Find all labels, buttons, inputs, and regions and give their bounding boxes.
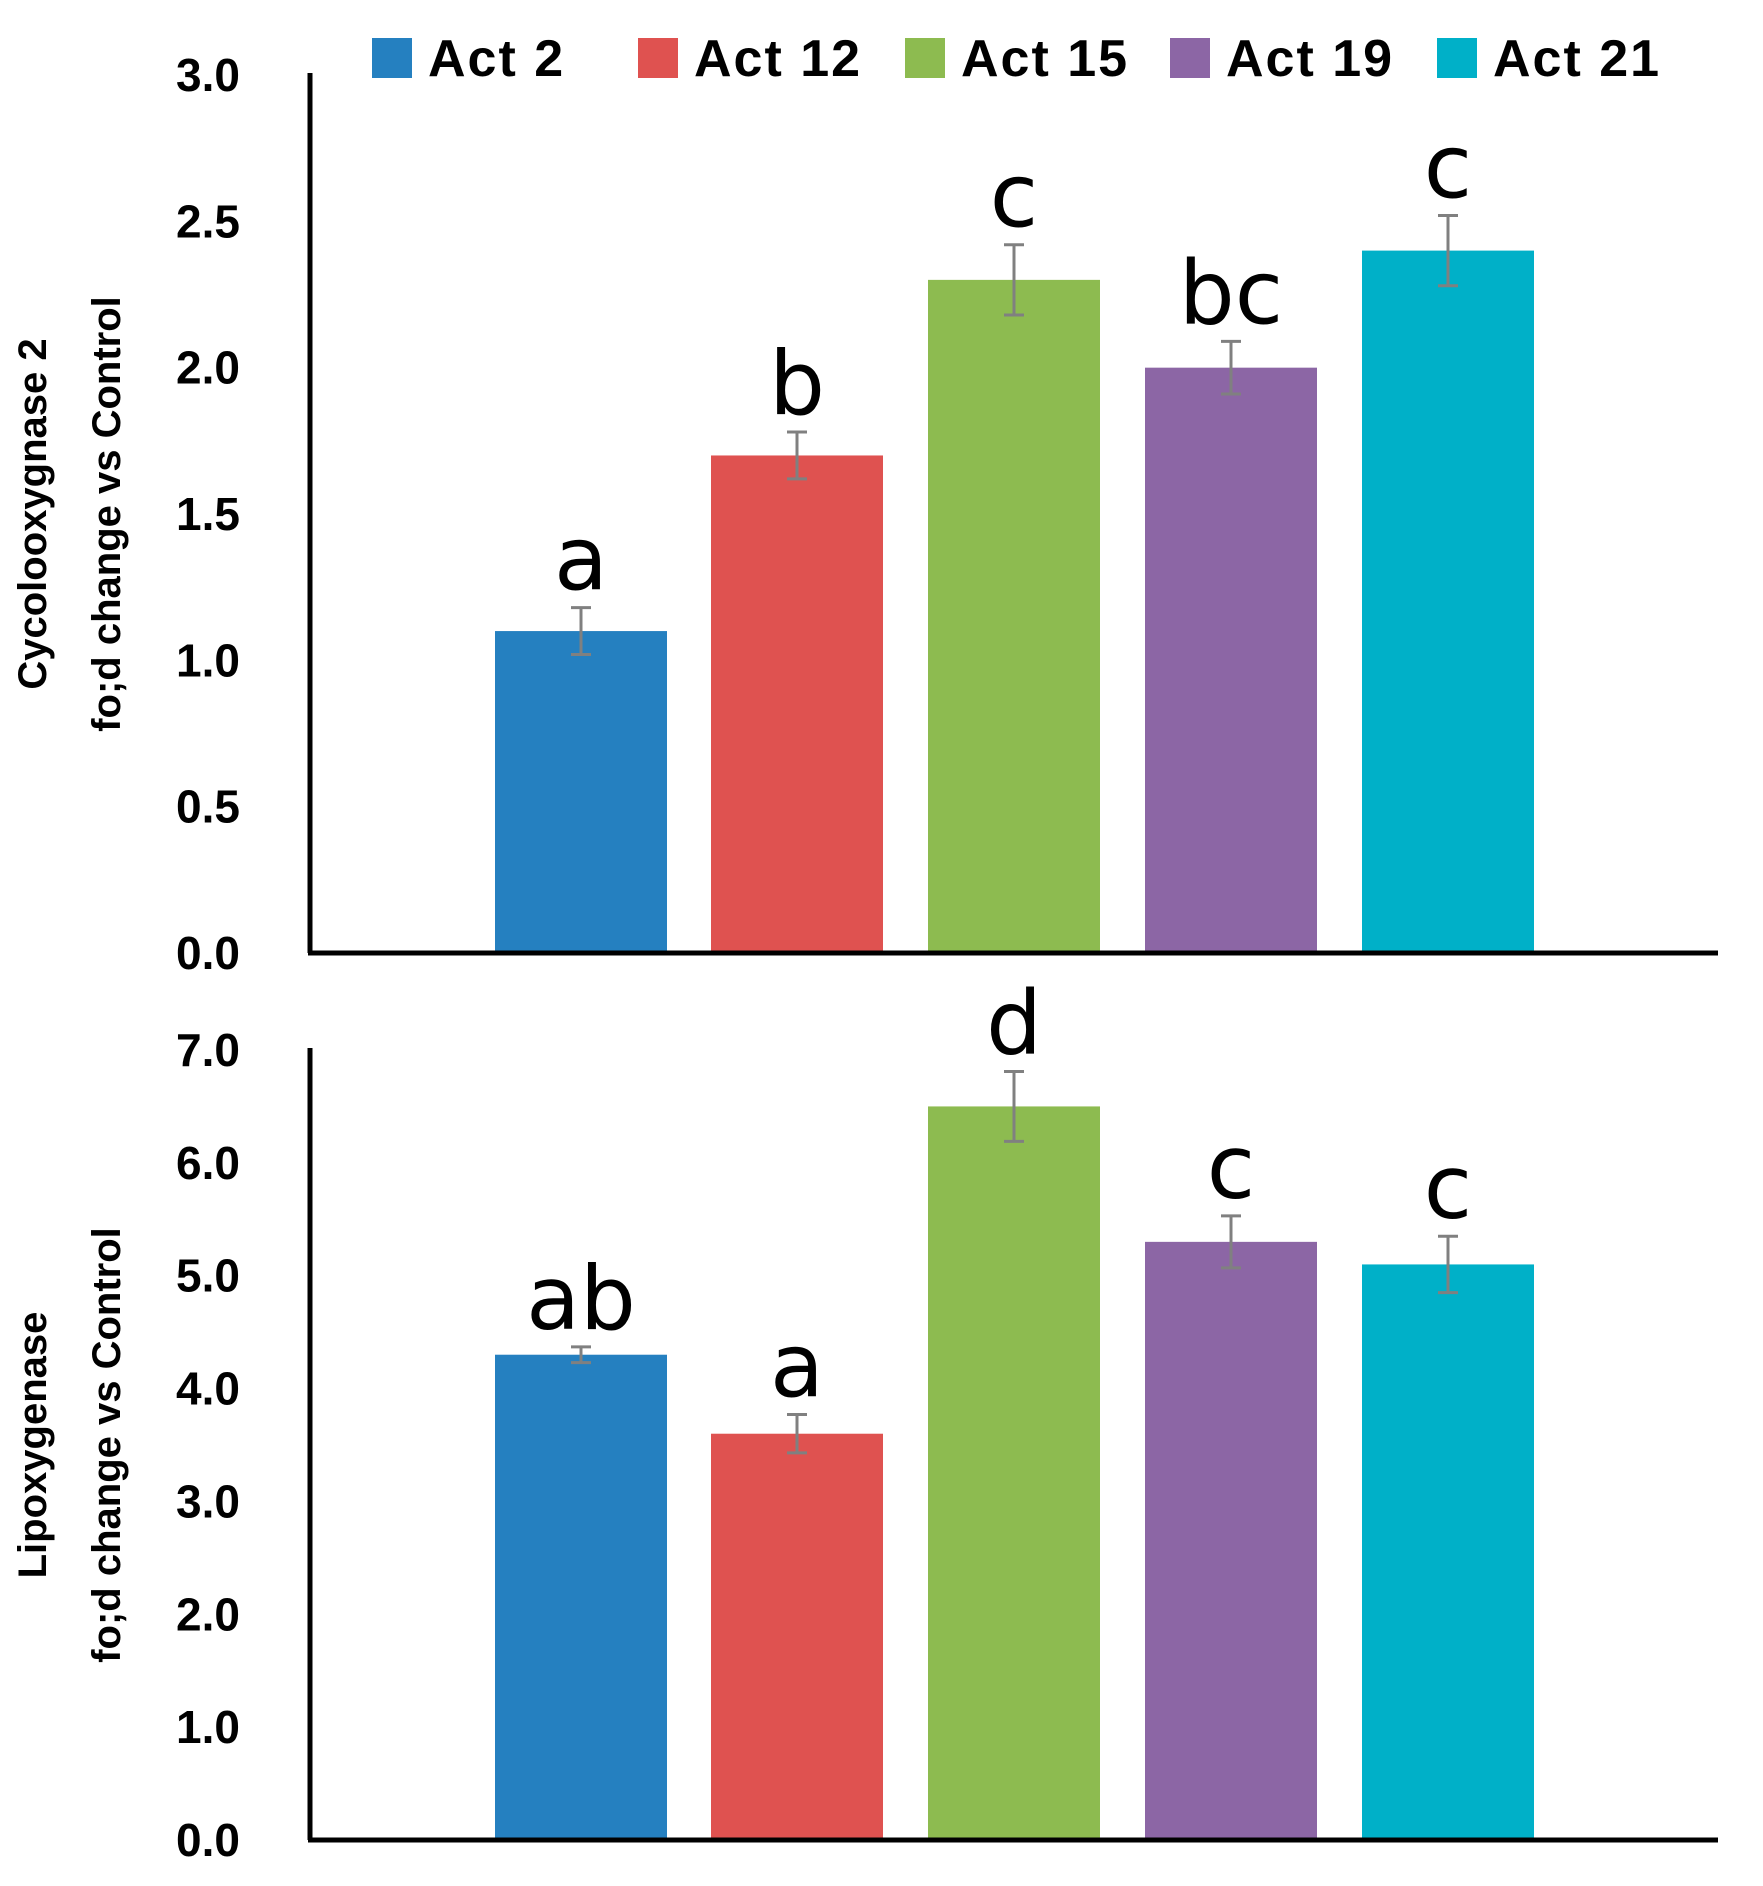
legend-label: Act 21	[1493, 30, 1661, 88]
y-axis-label: Lipoxygenase	[11, 1312, 55, 1579]
significance-letter: c	[1207, 1116, 1255, 1219]
bar	[711, 1433, 883, 1840]
y-tick-label: 1.0	[176, 634, 240, 686]
significance-letter: bc	[1179, 241, 1283, 344]
y-tick-label: 7.0	[176, 1024, 240, 1076]
bar	[495, 631, 667, 953]
cox2-panel: 0.0 0.5 1.0 1.5 2.0 2.5 3.0 Cycolooxygnase 2 fo;…	[11, 49, 1718, 979]
lipoxygenase-panel: 0.0 1.0 2.0 3.0 4.0 5.0 6.0 7.0 Lipoxygenase fo;d…	[11, 971, 1718, 1866]
significance-letter: ab	[526, 1247, 636, 1350]
y-tick-label: 1.5	[176, 488, 240, 540]
y-tick-label: 3.0	[176, 1475, 240, 1527]
y-tick-label: 0.0	[176, 927, 240, 979]
bar	[1145, 367, 1317, 954]
legend-label: Act 12	[694, 30, 862, 88]
y-tick-label: 0.5	[176, 781, 240, 833]
y-tick-label: 5.0	[176, 1250, 240, 1302]
legend-label: Act 19	[1226, 30, 1394, 88]
legend-swatch	[1170, 38, 1210, 78]
y-tick-label: 6.0	[176, 1137, 240, 1189]
legend-swatch	[372, 38, 412, 78]
legend: Act 2 Act 12 Act 15 Act 19 Act 21	[372, 30, 1661, 88]
y-tick-label: 4.0	[176, 1363, 240, 1415]
bar	[1362, 1264, 1534, 1840]
legend-swatch	[638, 38, 678, 78]
legend-label: Act 15	[961, 30, 1129, 88]
significance-letter: a	[770, 1315, 824, 1418]
significance-letter: a	[554, 508, 608, 611]
bar	[1145, 1241, 1317, 1840]
y-tick-label: 2.5	[176, 195, 240, 247]
bar	[928, 1106, 1100, 1840]
significance-letter: d	[986, 971, 1042, 1074]
significance-letter: b	[769, 332, 825, 435]
legend-label: Act 2	[428, 30, 565, 88]
legend-swatch	[905, 38, 945, 78]
legend-swatch	[1437, 38, 1477, 78]
bar	[495, 1354, 667, 1840]
significance-letter: c	[1424, 1136, 1472, 1239]
y-axis-label: Cycolooxygnase 2	[11, 338, 55, 689]
y-axis-label: fo;d change vs Control	[85, 1227, 129, 1663]
bar	[711, 455, 883, 953]
y-tick-label: 2.0	[176, 342, 240, 394]
y-tick-label: 1.0	[176, 1701, 240, 1753]
y-tick-label: 3.0	[176, 49, 240, 101]
significance-letter: c	[990, 145, 1038, 248]
bar	[1362, 250, 1534, 954]
y-axis-label: fo;d change vs Control	[85, 296, 129, 732]
bar	[928, 279, 1100, 953]
significance-letter: c	[1424, 115, 1472, 218]
y-tick-label: 0.0	[176, 1814, 240, 1866]
y-tick-label: 2.0	[176, 1588, 240, 1640]
